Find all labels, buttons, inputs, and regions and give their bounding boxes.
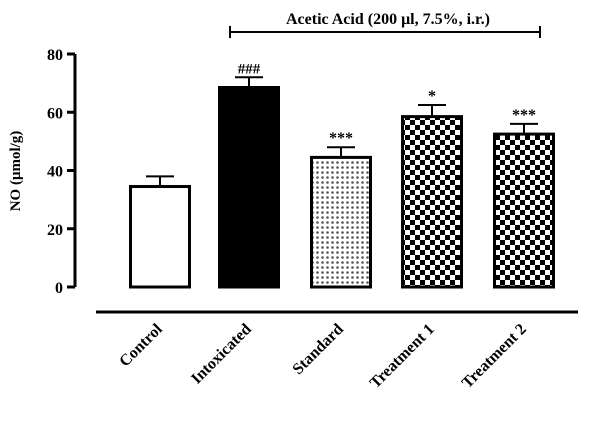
bracket-label: Acetic Acid (200 μl, 7.5%, i.r.) <box>286 11 490 28</box>
y-axis-label: NO (μmol/g) <box>8 131 24 212</box>
x-tick-label: Standard <box>290 321 347 378</box>
significance-label: * <box>428 88 436 105</box>
significance-label: *** <box>512 107 536 124</box>
y-tick-label: 80 <box>47 47 63 64</box>
y-ticks: 0 20 40 60 80 <box>47 47 75 297</box>
x-tick-labels: Control Intoxicated Standard Treatment 1 Tre… <box>116 320 530 391</box>
significance-label: ### <box>238 61 261 77</box>
x-tick-label: Treatment 1 <box>367 321 438 392</box>
bar <box>218 85 280 289</box>
y-tick-label: 20 <box>47 222 63 239</box>
x-tick-label: Control <box>116 320 166 370</box>
bar-group-treatment-1: * <box>401 88 463 289</box>
acetic-acid-bracket: Acetic Acid (200 μl, 7.5%, i.r.) <box>229 11 541 38</box>
bar <box>129 185 191 289</box>
x-tick-label: Intoxicated <box>188 321 255 388</box>
bar-group-intoxicated: ### <box>218 61 280 289</box>
bar <box>401 115 463 289</box>
y-axis: 0 20 40 60 80 NO (μmol/g) <box>8 47 77 297</box>
significance-label: *** <box>329 130 353 147</box>
bar-group-treatment-2: *** <box>493 107 555 289</box>
y-tick-label: 60 <box>47 105 63 122</box>
bar-group-standard: *** <box>310 130 372 289</box>
y-tick-label: 40 <box>47 164 63 181</box>
bar-group-control <box>129 175 191 289</box>
y-tick-label: 0 <box>55 280 63 297</box>
bar <box>493 132 555 289</box>
bar <box>310 155 372 289</box>
bars: ###******* <box>129 61 555 289</box>
x-tick-label: Treatment 2 <box>459 321 530 392</box>
